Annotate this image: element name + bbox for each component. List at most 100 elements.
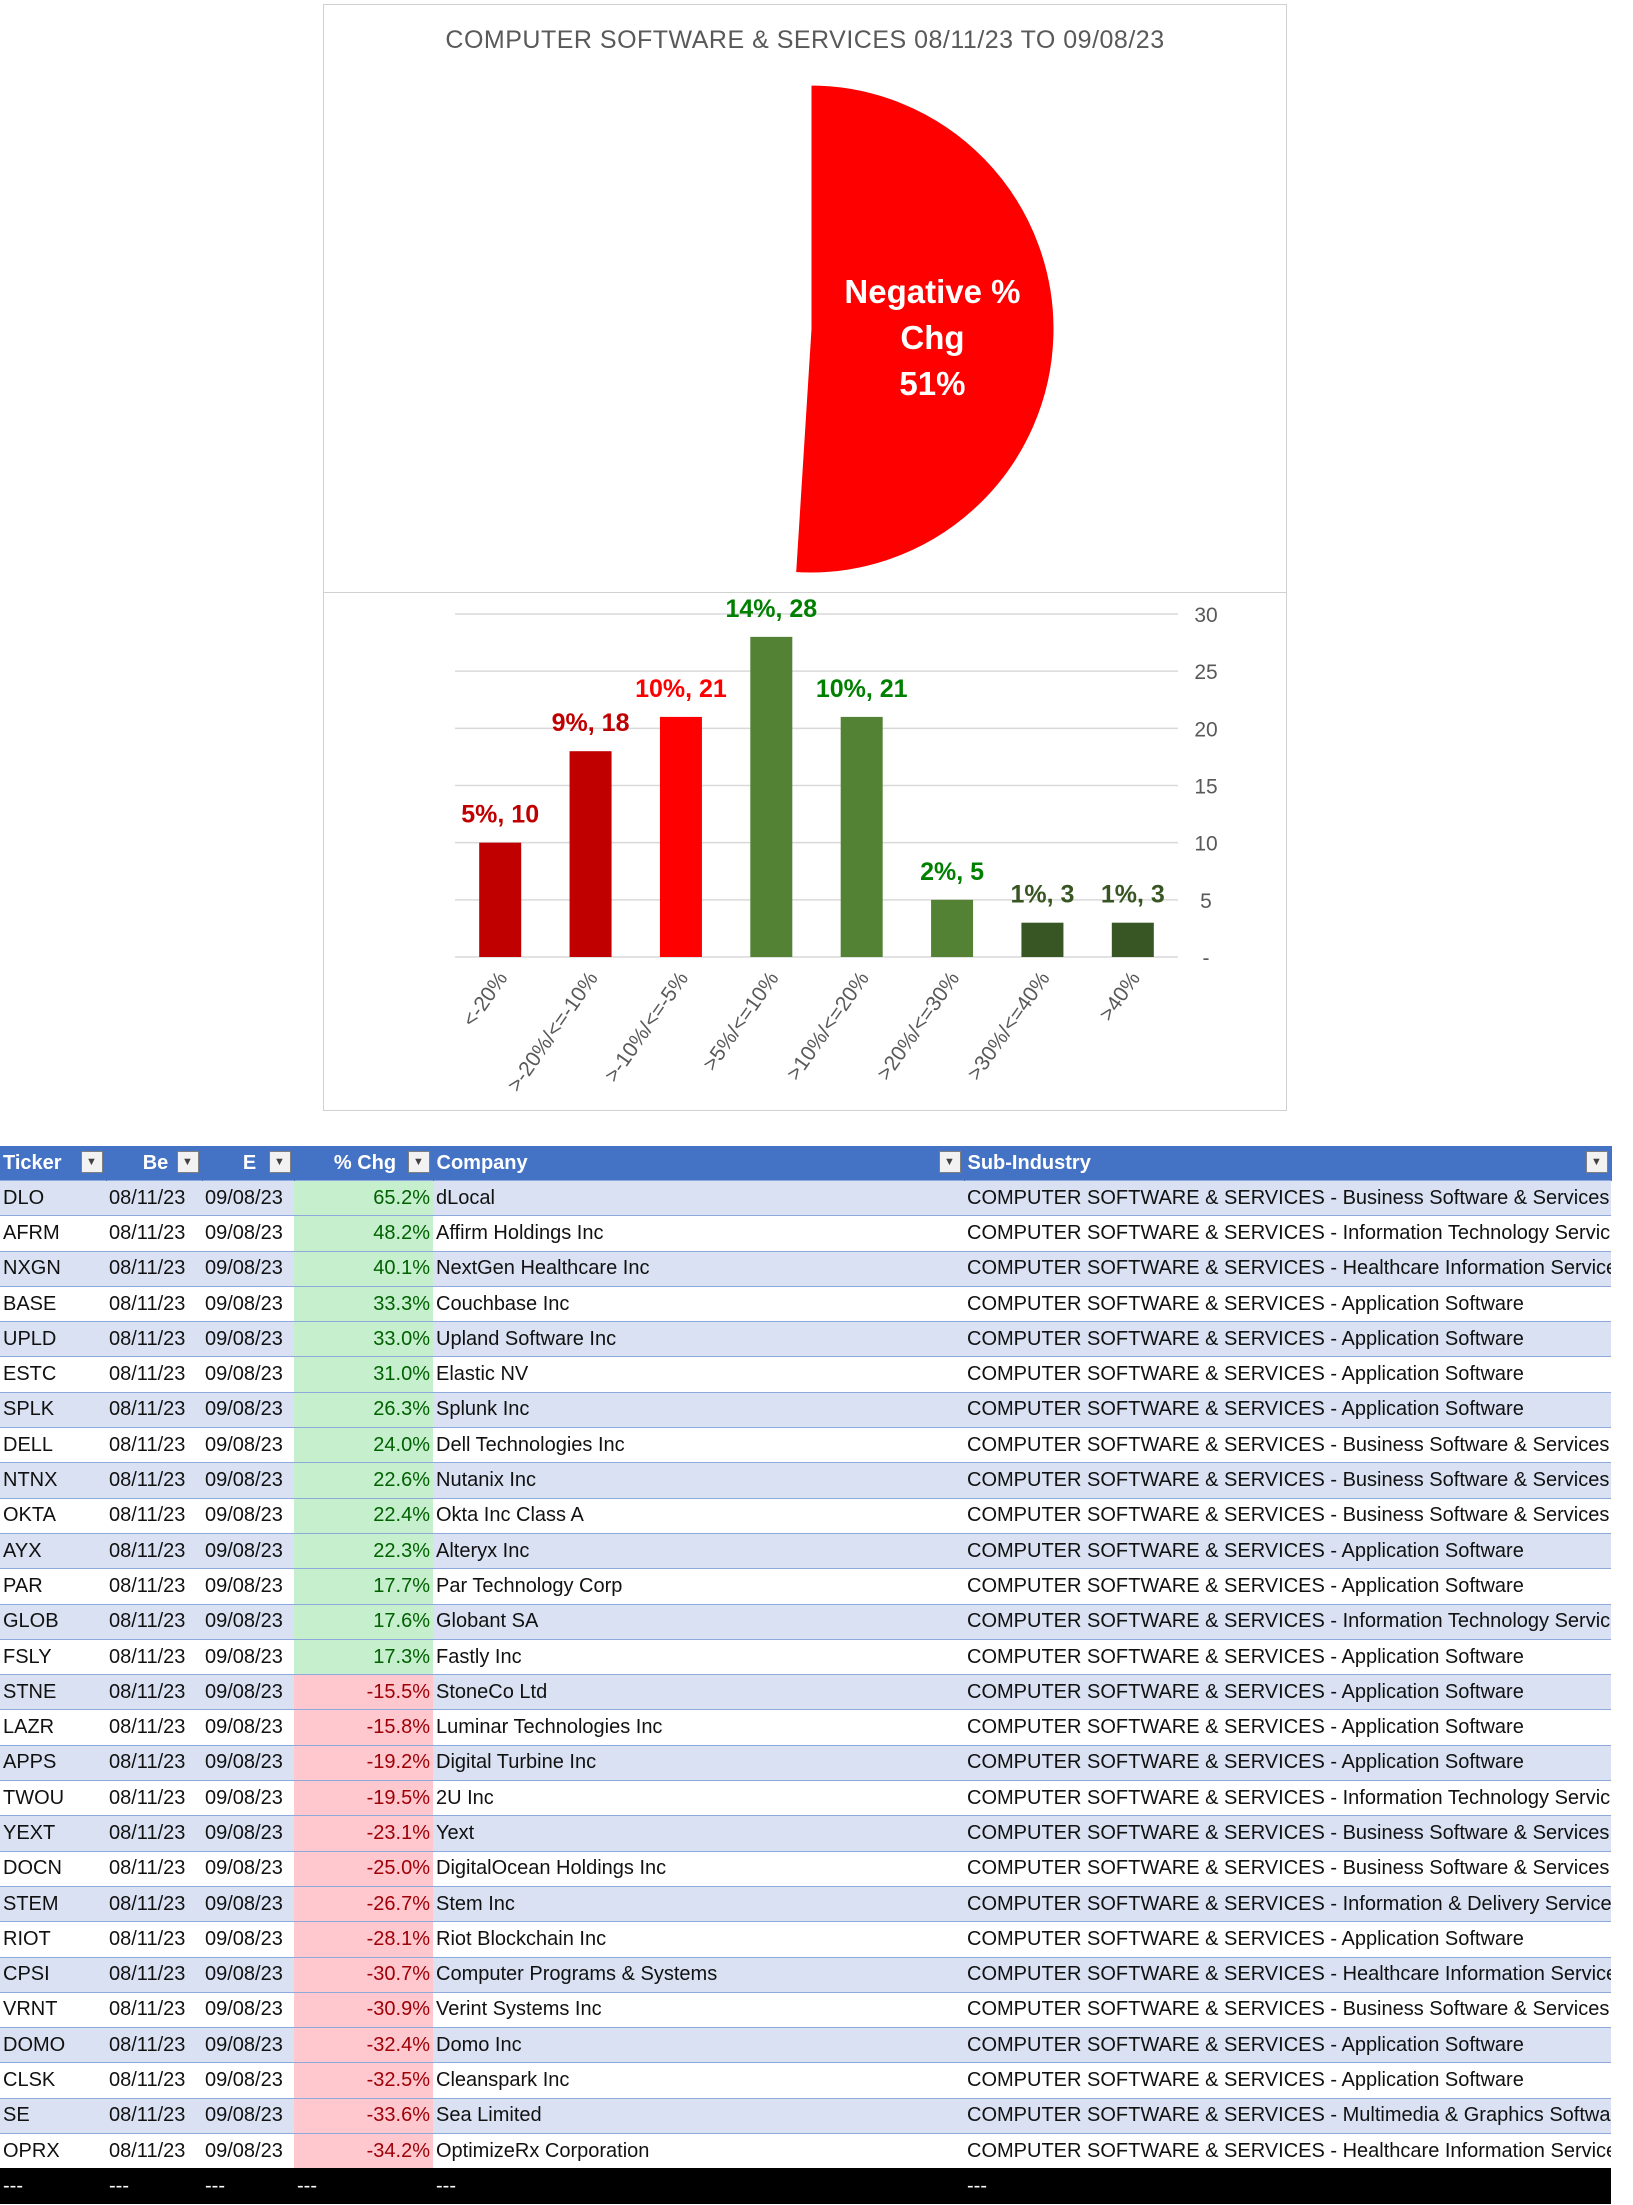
cell-ticker[interactable]: OPRX	[0, 2133, 106, 2169]
cell-pct[interactable]: 40.1%	[294, 1250, 433, 1287]
cell-ticker[interactable]: NTNX	[0, 1462, 106, 1499]
cell-ticker[interactable]: LAZR	[0, 1709, 106, 1746]
cell-ticker[interactable]: PAR	[0, 1568, 106, 1605]
cell-begin[interactable]: 08/11/23	[106, 1885, 202, 1922]
cell-sub[interactable]: COMPUTER SOFTWARE & SERVICES - Applicati…	[964, 1744, 1611, 1781]
cell-begin[interactable]: 08/11/23	[106, 1709, 202, 1746]
cell-company[interactable]: Riot Blockchain Inc	[433, 1921, 964, 1958]
cell-pct[interactable]: 48.2%	[294, 1215, 433, 1252]
cell-company[interactable]: Splunk Inc	[433, 1391, 964, 1428]
cell-end[interactable]: 09/08/23	[202, 1497, 294, 1534]
cell-begin[interactable]: 08/11/23	[106, 1850, 202, 1887]
cell-ticker[interactable]: RIOT	[0, 1921, 106, 1958]
cell-company[interactable]: Luminar Technologies Inc	[433, 1709, 964, 1746]
cell-begin[interactable]: 08/11/23	[106, 1497, 202, 1534]
cell-company[interactable]: Domo Inc	[433, 2027, 964, 2063]
cell-ticker[interactable]: CPSI	[0, 1956, 106, 1993]
cell-end[interactable]: 09/08/23	[202, 1321, 294, 1357]
cell-begin[interactable]: 08/11/23	[106, 1356, 202, 1393]
cell-sub[interactable]: COMPUTER SOFTWARE & SERVICES - Applicati…	[964, 1356, 1611, 1393]
cell-ticker[interactable]: DLO	[0, 1179, 106, 1216]
filter-dropdown-icon[interactable]: ▼	[407, 1151, 430, 1173]
cell-ticker[interactable]: STNE	[0, 1674, 106, 1710]
cell-begin[interactable]: 08/11/23	[106, 1179, 202, 1216]
cell-company[interactable]: NextGen Healthcare Inc	[433, 1250, 964, 1287]
cell-pct[interactable]: 22.4%	[294, 1497, 433, 1534]
cell-company[interactable]: Par Technology Corp	[433, 1568, 964, 1605]
cell-pct[interactable]: 26.3%	[294, 1391, 433, 1428]
cell-end[interactable]: 09/08/23	[202, 1709, 294, 1746]
cell-sub[interactable]: COMPUTER SOFTWARE & SERVICES - Healthcar…	[964, 2133, 1611, 2169]
cell-ticker[interactable]: ESTC	[0, 1356, 106, 1393]
cell-end[interactable]: 09/08/23	[202, 1850, 294, 1887]
cell-sub[interactable]: COMPUTER SOFTWARE & SERVICES - Business …	[964, 1497, 1611, 1534]
cell-ticker[interactable]: AFRM	[0, 1215, 106, 1252]
cell-company[interactable]: Dell Technologies Inc	[433, 1427, 964, 1463]
cell-pct[interactable]: -30.9%	[294, 1991, 433, 2028]
cell-begin[interactable]: 08/11/23	[106, 2133, 202, 2169]
cell-sub[interactable]: COMPUTER SOFTWARE & SERVICES - Informati…	[964, 1780, 1611, 1816]
cell-pct[interactable]: -15.5%	[294, 1674, 433, 1710]
cell-pct[interactable]: -28.1%	[294, 1921, 433, 1958]
cell-pct[interactable]: -23.1%	[294, 1815, 433, 1852]
cell-begin[interactable]: 08/11/23	[106, 1250, 202, 1287]
filter-dropdown-icon[interactable]: ▼	[938, 1151, 961, 1173]
cell-company[interactable]: Okta Inc Class A	[433, 1497, 964, 1534]
cell-sub[interactable]: COMPUTER SOFTWARE & SERVICES - Business …	[964, 1991, 1611, 2028]
cell-ticker[interactable]: UPLD	[0, 1321, 106, 1357]
cell-ticker[interactable]: DELL	[0, 1427, 106, 1463]
cell-company[interactable]: Nutanix Inc	[433, 1462, 964, 1499]
cell-end[interactable]: 09/08/23	[202, 1215, 294, 1252]
cell-ticker[interactable]: NXGN	[0, 1250, 106, 1287]
cell-begin[interactable]: 08/11/23	[106, 1215, 202, 1252]
cell-pct[interactable]: -19.2%	[294, 1744, 433, 1781]
filter-dropdown-icon[interactable]: ▼	[1585, 1151, 1608, 1173]
cell-sub[interactable]: COMPUTER SOFTWARE & SERVICES - Applicati…	[964, 1321, 1611, 1357]
cell-begin[interactable]: 08/11/23	[106, 1285, 202, 1322]
cell-end[interactable]: 09/08/23	[202, 1744, 294, 1781]
cell-sub[interactable]: COMPUTER SOFTWARE & SERVICES - Applicati…	[964, 1921, 1611, 1958]
cell-end[interactable]: 09/08/23	[202, 1532, 294, 1569]
cell-end[interactable]: 09/08/23	[202, 1285, 294, 1322]
cell-pct[interactable]: 24.0%	[294, 1427, 433, 1463]
cell-sub[interactable]: COMPUTER SOFTWARE & SERVICES - Informati…	[964, 1215, 1611, 1252]
cell-end[interactable]: 09/08/23	[202, 1815, 294, 1852]
cell-pct[interactable]: -25.0%	[294, 1850, 433, 1887]
cell-company[interactable]: Elastic NV	[433, 1356, 964, 1393]
cell-end[interactable]: 09/08/23	[202, 1780, 294, 1816]
cell-sub[interactable]: COMPUTER SOFTWARE & SERVICES - Multimedi…	[964, 2097, 1611, 2134]
filter-dropdown-icon[interactable]: ▼	[80, 1151, 103, 1173]
cell-end[interactable]: 09/08/23	[202, 1956, 294, 1993]
cell-pct[interactable]: -26.7%	[294, 1885, 433, 1922]
cell-sub[interactable]: COMPUTER SOFTWARE & SERVICES - Business …	[964, 1179, 1611, 1216]
cell-sub[interactable]: COMPUTER SOFTWARE & SERVICES - Applicati…	[964, 2062, 1611, 2099]
cell-company[interactable]: 2U Inc	[433, 1780, 964, 1816]
cell-begin[interactable]: 08/11/23	[106, 1991, 202, 2028]
cell-ticker[interactable]: AYX	[0, 1532, 106, 1569]
cell-end[interactable]: 09/08/23	[202, 1638, 294, 1675]
cell-pct[interactable]: 65.2%	[294, 1179, 433, 1216]
cell-sub[interactable]: COMPUTER SOFTWARE & SERVICES - Applicati…	[964, 1391, 1611, 1428]
cell-ticker[interactable]: OKTA	[0, 1497, 106, 1534]
cell-sub[interactable]: COMPUTER SOFTWARE & SERVICES - Applicati…	[964, 1674, 1611, 1710]
cell-end[interactable]: 09/08/23	[202, 1991, 294, 2028]
cell-begin[interactable]: 08/11/23	[106, 2027, 202, 2063]
cell-pct[interactable]: 17.3%	[294, 1638, 433, 1675]
cell-begin[interactable]: 08/11/23	[106, 1462, 202, 1499]
cell-sub[interactable]: COMPUTER SOFTWARE & SERVICES - Applicati…	[964, 1285, 1611, 1322]
cell-company[interactable]: OptimizeRx Corporation	[433, 2133, 964, 2169]
cell-ticker[interactable]: VRNT	[0, 1991, 106, 2028]
cell-begin[interactable]: 08/11/23	[106, 1815, 202, 1852]
cell-pct[interactable]: -32.4%	[294, 2027, 433, 2063]
cell-company[interactable]: Stem Inc	[433, 1885, 964, 1922]
cell-company[interactable]: dLocal	[433, 1179, 964, 1216]
filter-dropdown-icon[interactable]: ▼	[176, 1151, 199, 1173]
cell-begin[interactable]: 08/11/23	[106, 1674, 202, 1710]
cell-ticker[interactable]: SPLK	[0, 1391, 106, 1428]
cell-company[interactable]: Affirm Holdings Inc	[433, 1215, 964, 1252]
cell-pct[interactable]: -30.7%	[294, 1956, 433, 1993]
cell-end[interactable]: 09/08/23	[202, 1674, 294, 1710]
cell-end[interactable]: 09/08/23	[202, 2027, 294, 2063]
filter-dropdown-icon[interactable]: ▼	[268, 1151, 291, 1173]
cell-end[interactable]: 09/08/23	[202, 1462, 294, 1499]
